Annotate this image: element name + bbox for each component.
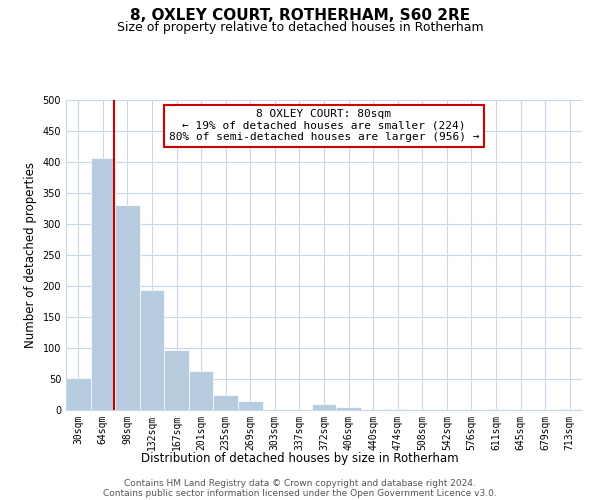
Bar [238,402,263,410]
Text: Contains HM Land Registry data © Crown copyright and database right 2024.: Contains HM Land Registry data © Crown c… [124,478,476,488]
Bar [115,205,140,410]
Bar [164,350,189,410]
Bar [385,409,410,410]
Bar [214,394,238,410]
Text: Size of property relative to detached houses in Rotherham: Size of property relative to detached ho… [116,21,484,34]
Text: Contains public sector information licensed under the Open Government Licence v3: Contains public sector information licen… [103,488,497,498]
Bar [140,290,164,410]
Bar [557,409,582,410]
Y-axis label: Number of detached properties: Number of detached properties [24,162,37,348]
Bar [189,371,214,410]
Bar [336,407,361,410]
Bar [91,158,115,410]
Bar [312,404,336,410]
Bar [484,409,508,410]
Text: 8, OXLEY COURT, ROTHERHAM, S60 2RE: 8, OXLEY COURT, ROTHERHAM, S60 2RE [130,8,470,22]
Bar [66,378,91,410]
Text: 8 OXLEY COURT: 80sqm
← 19% of detached houses are smaller (224)
80% of semi-deta: 8 OXLEY COURT: 80sqm ← 19% of detached h… [169,110,479,142]
Text: Distribution of detached houses by size in Rotherham: Distribution of detached houses by size … [141,452,459,465]
